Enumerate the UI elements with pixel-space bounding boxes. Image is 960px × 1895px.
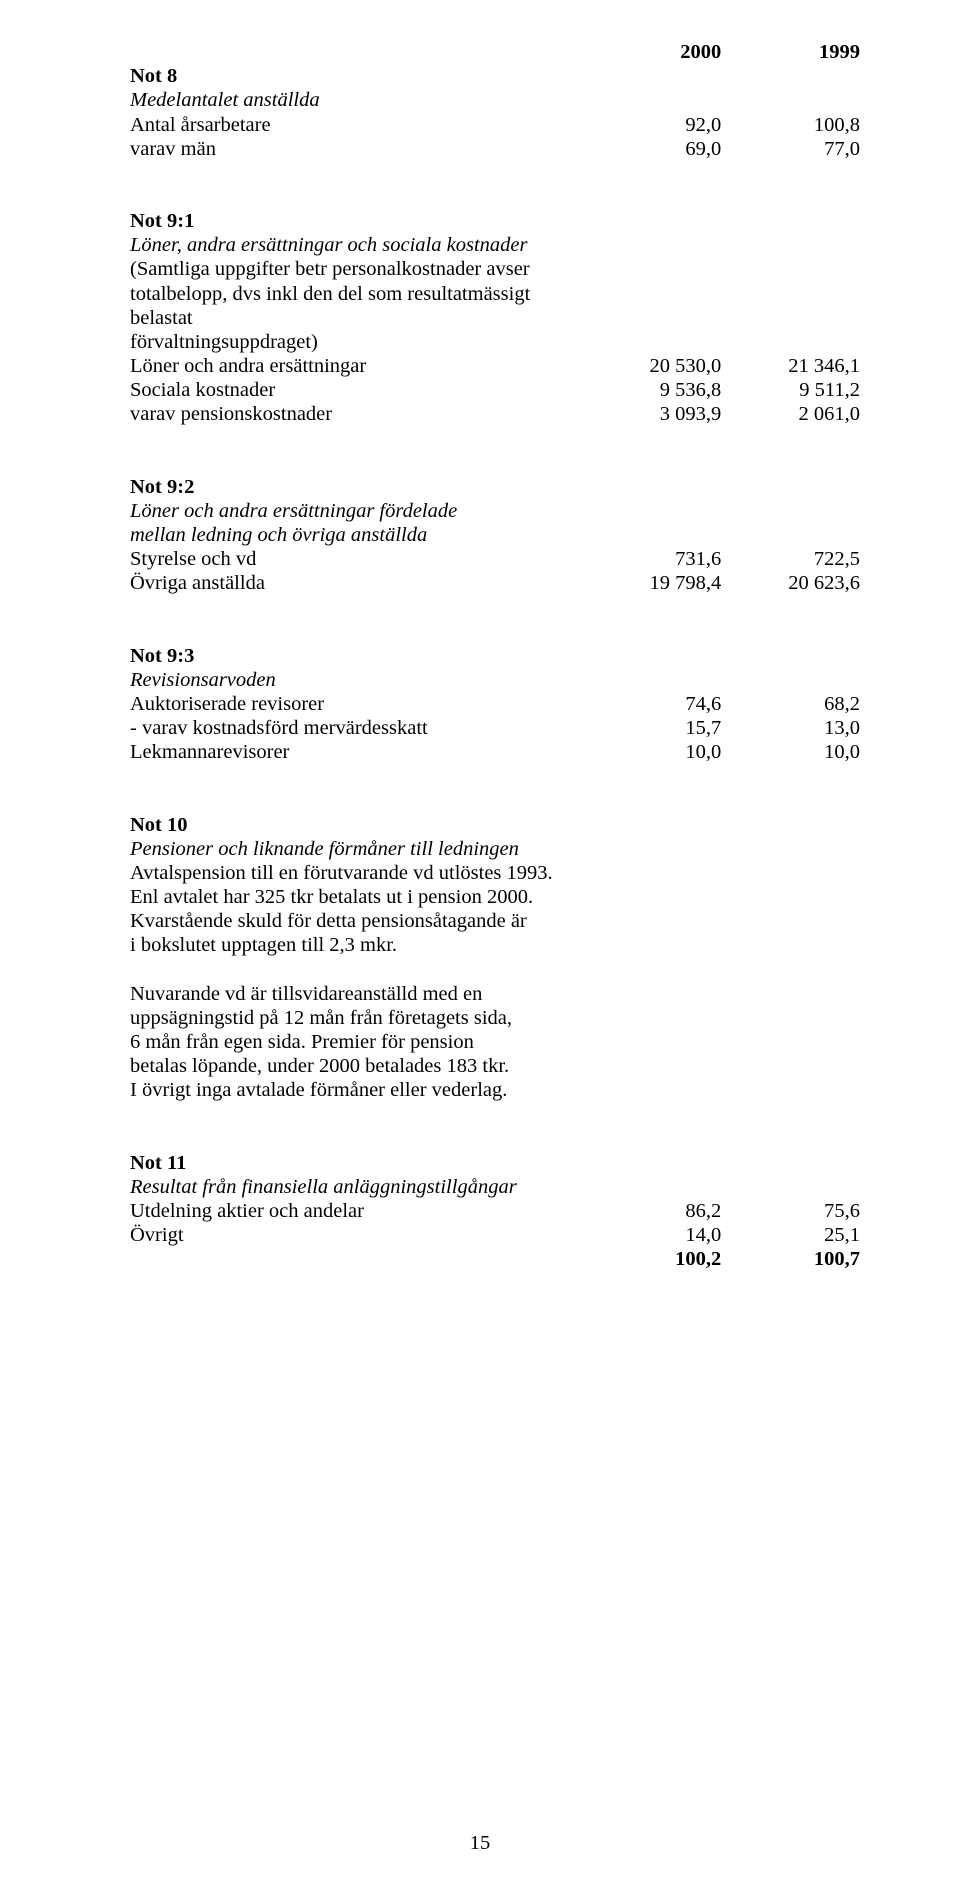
row-value: 13,0 xyxy=(721,716,860,740)
row-value: 86,2 xyxy=(583,1199,722,1223)
year-col-1: 2000 xyxy=(583,40,722,64)
not10-text: betalas löpande, under 2000 betalades 18… xyxy=(130,1054,583,1078)
table-row: Styrelse och vd 731,6 722,5 xyxy=(130,547,860,571)
row-label: - varav kostnadsförd mervärdesskatt xyxy=(130,716,583,740)
table-row: varav pensionskostnader 3 093,9 2 061,0 xyxy=(130,402,860,426)
not10-text: i bokslutet upptagen till 2,3 mkr. xyxy=(130,933,583,957)
row-value: 19 798,4 xyxy=(583,571,722,595)
row-value: 15,7 xyxy=(583,716,722,740)
not93-subtitle: Revisionsarvoden xyxy=(130,668,583,692)
row-label: varav män xyxy=(130,137,583,161)
header-row: 2000 1999 xyxy=(130,40,860,64)
table-row: Övrigt 14,0 25,1 xyxy=(130,1223,860,1247)
row-value: 74,6 xyxy=(583,692,722,716)
not92-subtitle: Löner och andra ersättningar fördelade xyxy=(130,499,583,523)
total-value: 100,7 xyxy=(721,1247,860,1271)
not10-text: Enl avtalet har 325 tkr betalats ut i pe… xyxy=(130,885,583,909)
not92-subtitle: mellan ledning och övriga anställda xyxy=(130,523,583,547)
table-row: Auktoriserade revisorer 74,6 68,2 xyxy=(130,692,860,716)
not10-text: Kvarstående skuld för detta pensionsåtag… xyxy=(130,909,583,933)
row-label: Övriga anställda xyxy=(130,571,583,595)
not11-title: Not 11 xyxy=(130,1151,583,1175)
row-value: 92,0 xyxy=(583,113,722,137)
not91-title: Not 9:1 xyxy=(130,209,583,233)
row-label: Övrigt xyxy=(130,1223,583,1247)
row-label: Lekmannarevisorer xyxy=(130,740,583,764)
row-value: 25,1 xyxy=(721,1223,860,1247)
row-value: 21 346,1 xyxy=(721,354,860,378)
row-value: 68,2 xyxy=(721,692,860,716)
not10-text: uppsägningstid på 12 mån från företagets… xyxy=(130,1006,583,1030)
document-page: 2000 1999 Not 8 Medelantalet anställda A… xyxy=(0,0,960,1895)
not10-title: Not 10 xyxy=(130,813,583,837)
table-row: Sociala kostnader 9 536,8 9 511,2 xyxy=(130,378,860,402)
row-value: 722,5 xyxy=(721,547,860,571)
row-value: 20 623,6 xyxy=(721,571,860,595)
not91-subtitle: Löner, andra ersättningar och sociala ko… xyxy=(130,233,583,257)
row-value: 3 093,9 xyxy=(583,402,722,426)
not91-desc: förvaltningsuppdraget) xyxy=(130,330,583,354)
row-value: 69,0 xyxy=(583,137,722,161)
not10-text: 6 mån från egen sida. Premier för pensio… xyxy=(130,1030,583,1054)
row-label: Antal årsarbetare xyxy=(130,113,583,137)
row-value: 2 061,0 xyxy=(721,402,860,426)
row-label: Styrelse och vd xyxy=(130,547,583,571)
row-label: Utdelning aktier och andelar xyxy=(130,1199,583,1223)
row-value: 731,6 xyxy=(583,547,722,571)
not91-desc: (Samtliga uppgifter betr personalkostnad… xyxy=(130,257,583,281)
table-row: Löner och andra ersättningar 20 530,0 21… xyxy=(130,354,860,378)
row-label: Löner och andra ersättningar xyxy=(130,354,583,378)
total-row: 100,2 100,7 xyxy=(130,1247,860,1271)
row-value: 77,0 xyxy=(721,137,860,161)
table-row: - varav kostnadsförd mervärdesskatt 15,7… xyxy=(130,716,860,740)
not8-subtitle: Medelantalet anställda xyxy=(130,88,583,112)
row-value: 9 536,8 xyxy=(583,378,722,402)
row-label: Auktoriserade revisorer xyxy=(130,692,583,716)
row-value: 9 511,2 xyxy=(721,378,860,402)
table-row: Övriga anställda 19 798,4 20 623,6 xyxy=(130,571,860,595)
not8-title: Not 8 xyxy=(130,64,583,88)
not93-title: Not 9:3 xyxy=(130,644,583,668)
not10-subtitle: Pensioner och liknande förmåner till led… xyxy=(130,837,583,861)
row-value: 20 530,0 xyxy=(583,354,722,378)
row-label: Sociala kostnader xyxy=(130,378,583,402)
not10-text: I övrigt inga avtalade förmåner eller ve… xyxy=(130,1078,583,1102)
row-value: 100,8 xyxy=(721,113,860,137)
not10-text: Nuvarande vd är tillsvidareanställd med … xyxy=(130,982,583,1006)
row-value: 75,6 xyxy=(721,1199,860,1223)
table-row: Utdelning aktier och andelar 86,2 75,6 xyxy=(130,1199,860,1223)
table-row: Lekmannarevisorer 10,0 10,0 xyxy=(130,740,860,764)
not91-desc: totalbelopp, dvs inkl den del som result… xyxy=(130,282,583,330)
page-number: 15 xyxy=(0,1832,960,1855)
not92-title: Not 9:2 xyxy=(130,475,583,499)
not10-text: Avtalspension till en förutvarande vd ut… xyxy=(130,861,583,885)
total-value: 100,2 xyxy=(583,1247,722,1271)
not11-subtitle: Resultat från finansiella anläggningstil… xyxy=(130,1175,583,1199)
table-row: Antal årsarbetare 92,0 100,8 xyxy=(130,113,860,137)
row-value: 14,0 xyxy=(583,1223,722,1247)
row-value: 10,0 xyxy=(583,740,722,764)
row-value: 10,0 xyxy=(721,740,860,764)
financial-notes-table: 2000 1999 Not 8 Medelantalet anställda A… xyxy=(130,40,860,1272)
table-row: varav män 69,0 77,0 xyxy=(130,137,860,161)
year-col-2: 1999 xyxy=(721,40,860,64)
row-label: varav pensionskostnader xyxy=(130,402,583,426)
